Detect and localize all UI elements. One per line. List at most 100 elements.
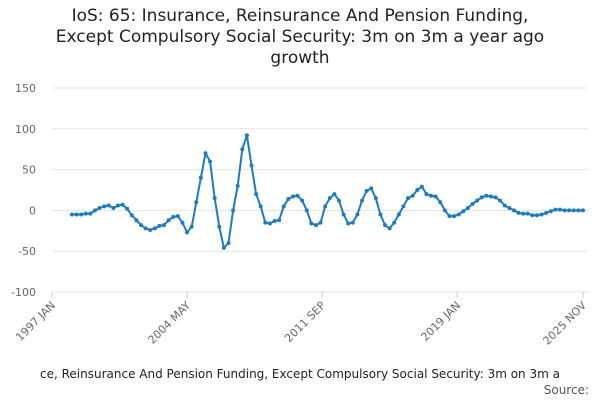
y-tick-label: 100 [15, 123, 36, 136]
point [419, 184, 424, 189]
point [272, 219, 277, 224]
point [350, 220, 355, 225]
point [166, 218, 171, 223]
point [185, 230, 190, 235]
point [208, 159, 213, 164]
point [493, 195, 498, 200]
point [281, 204, 286, 209]
point [286, 196, 291, 201]
point [125, 206, 130, 211]
point [313, 223, 318, 228]
point [143, 226, 148, 231]
point [452, 214, 457, 219]
point [364, 188, 369, 193]
point [304, 208, 309, 213]
point [111, 205, 116, 210]
point [530, 213, 535, 218]
point [465, 205, 470, 210]
point [479, 195, 484, 200]
point [97, 205, 102, 210]
point [521, 211, 526, 216]
point [470, 201, 475, 206]
point [79, 212, 84, 217]
point [267, 221, 272, 226]
point [511, 208, 516, 213]
point [74, 212, 79, 217]
point [203, 151, 208, 156]
point [120, 202, 125, 207]
point [438, 200, 443, 205]
chart-title: growth [270, 48, 329, 68]
point [171, 214, 176, 219]
point [332, 192, 337, 197]
point [581, 208, 585, 213]
point [373, 196, 378, 201]
point [235, 183, 240, 188]
point [410, 193, 415, 198]
point [383, 223, 388, 228]
point [198, 175, 203, 180]
point [498, 198, 503, 203]
point [461, 209, 466, 214]
point [341, 212, 346, 217]
point [83, 211, 88, 216]
point [525, 211, 530, 216]
point [488, 194, 493, 199]
point [516, 210, 521, 215]
point [162, 223, 167, 228]
point [396, 212, 401, 217]
point [387, 226, 392, 231]
point [502, 203, 507, 208]
point [148, 227, 153, 232]
point [258, 204, 263, 209]
point [355, 212, 360, 217]
point [309, 221, 314, 226]
x-tick-label: 2019 JAN [419, 299, 464, 344]
point [534, 213, 539, 218]
point [194, 200, 199, 205]
point [244, 133, 249, 138]
point [392, 220, 397, 225]
point [88, 211, 93, 216]
point [226, 241, 231, 246]
point [152, 226, 157, 231]
y-tick-label: -100 [11, 286, 36, 299]
point [295, 193, 300, 198]
point [456, 212, 461, 217]
point [263, 220, 268, 225]
point [447, 214, 452, 219]
point [378, 212, 383, 217]
point [231, 208, 236, 213]
source: Source: [544, 383, 589, 397]
y-tick-label: 150 [15, 82, 36, 95]
x-tick-label: 2025 NOV [541, 299, 590, 348]
point [567, 208, 572, 213]
point [327, 196, 332, 201]
point [336, 198, 341, 203]
point [424, 192, 429, 197]
point [240, 147, 245, 152]
y-tick-label: -50 [18, 245, 36, 258]
point [175, 214, 180, 219]
point [475, 198, 480, 203]
point [442, 208, 447, 213]
point [249, 163, 254, 168]
point [254, 192, 259, 197]
point [323, 204, 328, 209]
point [180, 220, 185, 225]
point [484, 193, 489, 198]
point [277, 218, 282, 223]
point [415, 188, 420, 192]
x-tick-label: 1997 JAN [13, 299, 58, 344]
point [557, 207, 562, 212]
point [571, 208, 576, 213]
line [72, 134, 583, 250]
point [217, 224, 222, 229]
point [189, 224, 194, 229]
point [548, 209, 553, 214]
point [139, 223, 144, 228]
point [106, 203, 111, 208]
point [433, 194, 438, 199]
x-tick-label: 2011 SEP [282, 299, 328, 345]
